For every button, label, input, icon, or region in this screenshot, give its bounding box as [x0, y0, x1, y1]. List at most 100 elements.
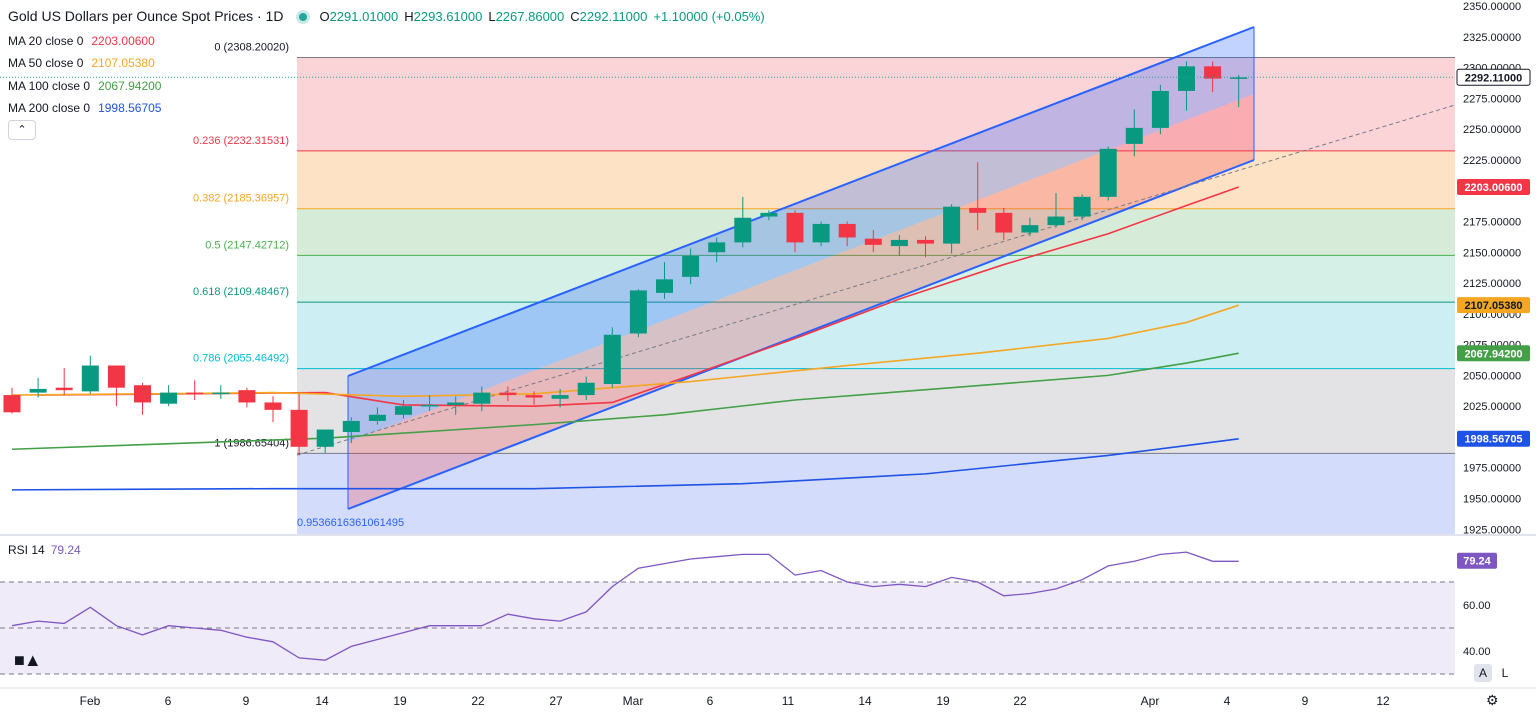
rsi-legend[interactable]: RSI 14 79.24 — [8, 543, 81, 557]
candle-body — [1125, 127, 1143, 144]
candle-body — [395, 406, 412, 415]
close-value: 2292.11000 — [579, 9, 648, 24]
ma100-legend[interactable]: MA 100 close 0 2067.94200 — [8, 79, 161, 93]
candle-body — [29, 388, 47, 393]
time-tick-label: 19 — [393, 694, 407, 708]
candle — [447, 396, 465, 415]
candle-body — [995, 212, 1013, 233]
time-tick-label: 4 — [1224, 694, 1231, 708]
candle — [864, 230, 882, 253]
ma50-name: MA 50 close 0 — [8, 56, 84, 70]
fib-label: 0 (2308.20020) — [214, 41, 289, 53]
candle — [1151, 84, 1169, 135]
auto-scale-button[interactable]: A — [1474, 664, 1492, 682]
symbol-header: Gold US Dollars per Ounce Spot Prices · … — [8, 8, 771, 24]
channel-lower-fill — [348, 94, 1254, 509]
channel-midline — [296, 104, 1456, 456]
candle — [995, 207, 1013, 240]
price-tick-label: 2150.00000 — [1463, 247, 1521, 259]
price-tick-label: 2125.00000 — [1463, 278, 1521, 290]
candle — [186, 380, 204, 400]
candle — [734, 196, 752, 248]
low-label: L — [488, 9, 496, 24]
candle-body — [682, 255, 700, 277]
candle — [1021, 217, 1039, 237]
candle — [629, 289, 647, 338]
price-tick-label: 2050.00000 — [1463, 370, 1521, 382]
fib-label: 0.236 (2232.31531) — [193, 135, 289, 147]
candle — [1230, 74, 1248, 107]
fib-zone — [297, 57, 1455, 151]
candle — [107, 365, 125, 407]
time-tick-label: 6 — [165, 694, 172, 708]
rsi-badge-text: 79.24 — [1463, 556, 1491, 568]
candle — [395, 400, 412, 419]
candle — [238, 387, 256, 408]
candle-body — [473, 392, 491, 404]
time-tick-label: Mar — [623, 694, 644, 708]
candle — [786, 210, 804, 253]
fib-zone — [297, 453, 1455, 534]
channel-lower-line — [347, 159, 1255, 510]
candle-body — [1099, 148, 1117, 197]
price-tick-label: 1950.00000 — [1463, 494, 1521, 506]
tradingview-logo-icon[interactable]: ■▲ — [14, 650, 42, 670]
price-tick-label: 2350.00000 — [1463, 1, 1521, 13]
price-tick-label: 1925.00000 — [1463, 524, 1521, 536]
market-status-icon — [299, 13, 308, 22]
log-scale-button[interactable]: L — [1501, 666, 1509, 680]
ma50-legend[interactable]: MA 50 close 0 2107.05380 — [8, 56, 155, 70]
candle-body — [3, 395, 21, 413]
price-label-badge: 1998.56705 — [1457, 430, 1530, 447]
candle — [656, 262, 673, 300]
fib-label: 0.618 (2109.48467) — [193, 286, 289, 298]
candle — [760, 210, 778, 221]
ma200-legend[interactable]: MA 200 close 0 1998.56705 — [8, 101, 161, 115]
candle — [577, 376, 595, 400]
candle-body — [551, 395, 569, 399]
ma200-line — [11, 437, 1239, 491]
symbol-title[interactable]: Gold US Dollars per Ounce Spot Prices · … — [8, 8, 284, 24]
candle-body — [421, 404, 439, 407]
time-tick-label: 14 — [858, 694, 872, 708]
rsi-tick-label: 40.00 — [1463, 646, 1491, 658]
candle-body — [160, 392, 178, 404]
high-label: H — [404, 9, 414, 24]
candle — [212, 385, 230, 399]
time-tick-label: 14 — [315, 694, 329, 708]
time-tick-label: 11 — [782, 694, 795, 708]
candles — [3, 61, 1248, 456]
moving-averages — [11, 186, 1239, 491]
candle — [290, 393, 308, 456]
candle-body — [812, 223, 830, 243]
candle-body — [708, 242, 726, 253]
ma20-legend[interactable]: MA 20 close 0 2203.00600 — [8, 34, 155, 48]
price-label-badge: 2292.11000 — [1456, 68, 1531, 86]
candle-body — [603, 334, 621, 384]
candle — [890, 235, 908, 256]
candle-body — [1230, 77, 1248, 79]
candle-body — [1073, 196, 1091, 217]
fib-zone — [297, 208, 1455, 256]
rsi-value: 79.24 — [50, 543, 81, 557]
candle-body — [55, 387, 73, 391]
fib-label: 0.786 (2055.46492) — [193, 353, 289, 365]
candle-body — [447, 402, 465, 405]
channel-upper-line — [347, 26, 1255, 377]
fib-zone — [297, 255, 1455, 303]
candle — [1178, 61, 1195, 111]
candle — [1125, 109, 1143, 157]
candle — [342, 417, 360, 444]
price-badge-bg — [1457, 345, 1530, 362]
candle — [160, 385, 178, 407]
price-badge-bg — [1456, 68, 1531, 86]
price-badge-text: 1998.56705 — [1464, 434, 1522, 446]
price-badge-text: 2203.00600 — [1464, 182, 1522, 194]
gear-icon[interactable]: ⚙ — [1486, 692, 1499, 708]
candle-body — [1151, 90, 1169, 128]
candle — [525, 391, 543, 405]
chevron-up-icon[interactable]: ⌃ — [8, 120, 36, 140]
candle — [917, 236, 934, 258]
candle-body — [943, 206, 961, 244]
